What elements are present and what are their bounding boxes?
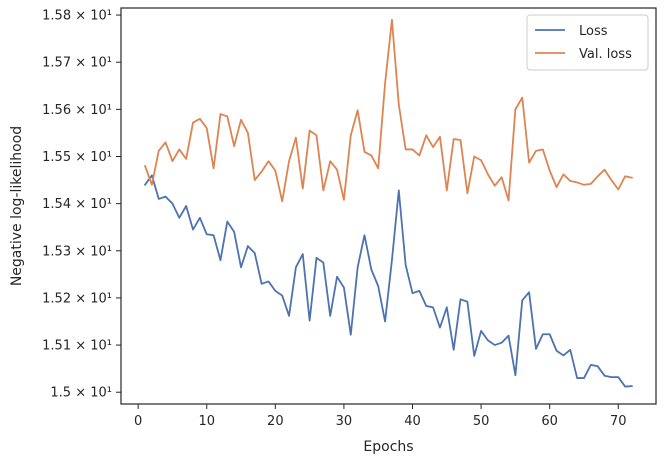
x-tick-label: 0 (134, 414, 142, 429)
x-tick-label: 30 (336, 414, 353, 429)
y-tick-label: 1.54 × 10¹ (42, 197, 112, 212)
y-tick-label: 1.52 × 10¹ (42, 291, 112, 306)
y-tick-label: 1.53 × 10¹ (42, 244, 112, 259)
y-tick-label: 1.58 × 10¹ (42, 9, 112, 24)
series-layer (144, 18, 633, 388)
series-line-val-loss (144, 18, 633, 203)
y-tick-label: 1.57 × 10¹ (42, 56, 112, 71)
y-axis-label: Negative log-likelihood (9, 126, 25, 286)
legend-label-loss: Loss (579, 24, 608, 39)
y-tick-label: 1.56 × 10¹ (42, 103, 112, 118)
series-line-loss (144, 174, 633, 388)
plot-area (121, 8, 656, 404)
y-axis-ticks: 1.5 × 10¹ 1.51 × 10¹ 1.52 × 10¹ 1.53 × 10¹ 1… (42, 9, 121, 401)
legend-box (526, 14, 649, 71)
x-tick-label: 20 (267, 414, 284, 429)
x-tick-label: 60 (541, 414, 558, 429)
y-tick-label: 1.51 × 10¹ (42, 339, 112, 354)
y-tick-label: 1.5 × 10¹ (50, 386, 112, 401)
plot-frame (120, 7, 657, 405)
x-tick-label: 70 (610, 414, 627, 429)
x-tick-label: 40 (404, 414, 421, 429)
legend: Loss Val. loss (526, 14, 649, 71)
y-tick-label: 1.55 × 10¹ (42, 150, 112, 165)
x-axis-label: Epochs (363, 439, 413, 455)
x-tick-label: 50 (473, 414, 490, 429)
x-tick-label: 10 (198, 414, 215, 429)
x-axis-ticks: 0 10 20 30 40 50 60 70 (134, 404, 627, 429)
legend-label-val-loss: Val. loss (579, 47, 632, 62)
